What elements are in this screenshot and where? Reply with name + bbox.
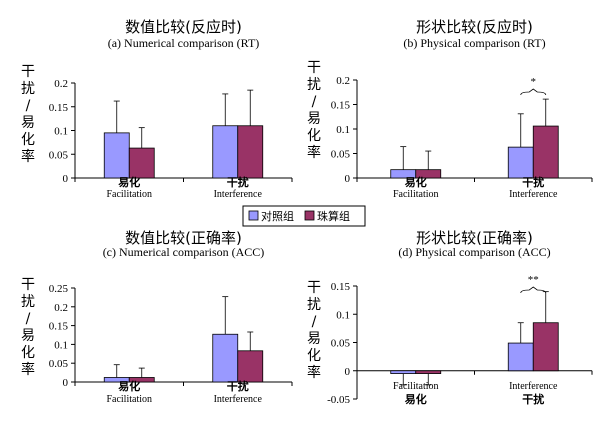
bar-control-interference: [507, 146, 534, 179]
chart-subtitle: (d) Physical comparison (ACC): [398, 245, 550, 259]
y-tick-label: 0: [63, 377, 69, 389]
y-tick-label: 0.2: [54, 302, 68, 314]
y-tick-label: 0: [345, 173, 351, 185]
y-tick-label: 0.05: [49, 149, 69, 161]
chart-title: 形状比较(反应时): [416, 18, 533, 36]
x-category-label-en: Facilitation: [393, 381, 439, 392]
y-tick-label: 0.1: [54, 339, 68, 351]
legend-box: [242, 205, 366, 227]
x-category-label-zh: 易化: [118, 379, 140, 393]
y-tick-label: 0.05: [331, 149, 351, 161]
chart-panel-4: 形状比较(正确率)(d) Physical comparison (ACC) 干扰…: [307, 229, 593, 406]
bar-abacus-interference: [237, 350, 264, 383]
chart-panels: 数值比较(反应时)(a) Numerical comparison (RT) 干扰…: [21, 18, 593, 406]
x-category-label-zh: 易化: [405, 175, 427, 189]
chart-subtitle: (b) Physical comparison (RT): [403, 36, 545, 50]
significance-bracket: [520, 88, 547, 96]
bar-abacus-facilitation: [415, 370, 442, 374]
y-tick-label: 0.15: [331, 281, 351, 293]
x-category-label-zh: 干扰: [227, 379, 249, 393]
y-axis-label: 干扰/易化率: [307, 280, 321, 381]
chart-title: 数值比较(正确率): [125, 229, 242, 247]
x-category-label-en: Facilitation: [106, 189, 152, 200]
x-category-label-zh: 干扰: [522, 175, 544, 189]
legend-label-control: 对照组: [261, 209, 294, 223]
bar-control-facilitation: [103, 132, 130, 179]
chart-panel-1: 数值比较(反应时)(a) Numerical comparison (RT) 干扰…: [21, 18, 293, 200]
legend-label-abacus: 珠算组: [317, 209, 350, 223]
x-category-label-en: Facilitation: [393, 189, 439, 200]
significance-bracket: [520, 286, 547, 294]
x-category-label-en: Interference: [509, 381, 558, 392]
y-tick-label: 0.2: [336, 75, 350, 87]
bar-abacus-interference: [237, 125, 264, 179]
x-category-label-en: Interference: [214, 189, 263, 200]
y-tick-label: 0.15: [49, 102, 69, 114]
y-axis-label: 干扰/易化率: [21, 64, 35, 165]
chart-subtitle: (c) Numerical comparison (ACC): [103, 245, 265, 259]
bar-abacus-facilitation: [128, 147, 155, 179]
bar-control-facilitation: [390, 370, 417, 374]
chart-panel-3: 数值比较(正确率)(c) Numerical comparison (ACC) 干…: [21, 229, 293, 405]
bar-abacus-interference: [532, 125, 559, 179]
y-tick-label: 0.2: [54, 78, 68, 90]
legend-swatch-abacus: [304, 210, 315, 221]
y-tick-label: 0: [63, 173, 69, 185]
y-tick-label: 0.1: [54, 126, 68, 138]
chart-subtitle: (a) Numerical comparison (RT): [108, 36, 260, 50]
chart-title: 形状比较(正确率): [416, 229, 533, 247]
chart-panel-2: 形状比较(反应时)(b) Physical comparison (RT) 干扰/…: [307, 18, 593, 200]
x-category-label-en: Facilitation: [106, 394, 152, 405]
chart-title: 数值比较(反应时): [125, 18, 242, 36]
y-axis-label: 干扰/易化率: [21, 277, 35, 378]
x-category-label-zh: 易化: [118, 175, 140, 189]
x-category-label-en: Interference: [509, 189, 558, 200]
y-tick-label: 0.1: [336, 309, 350, 321]
legend: 对照组 珠算组: [242, 205, 366, 227]
x-category-label-zh: 易化: [405, 392, 427, 406]
x-category-label-zh: 干扰: [522, 392, 544, 406]
bar-control-interference: [507, 342, 534, 372]
y-tick-label: 0: [345, 366, 351, 378]
y-tick-label: -0.05: [327, 394, 350, 406]
y-tick-label: 0.15: [331, 100, 351, 112]
y-tick-label: 0.05: [331, 338, 351, 350]
y-tick-label: 0.05: [49, 358, 69, 370]
x-category-label-zh: 干扰: [227, 175, 249, 189]
y-tick-label: 0.1: [336, 124, 350, 136]
significance-marker: *: [531, 76, 537, 88]
y-axis-label: 干扰/易化率: [307, 60, 321, 161]
y-tick-label: 0.15: [49, 321, 69, 333]
x-category-label-en: Interference: [214, 394, 263, 405]
legend-swatch-control: [248, 210, 259, 221]
bar-control-interference: [212, 125, 239, 179]
bar-control-interference: [212, 333, 239, 383]
significance-marker: **: [528, 274, 539, 286]
bar-abacus-interference: [532, 322, 559, 372]
y-tick-label: 0.25: [49, 283, 69, 295]
